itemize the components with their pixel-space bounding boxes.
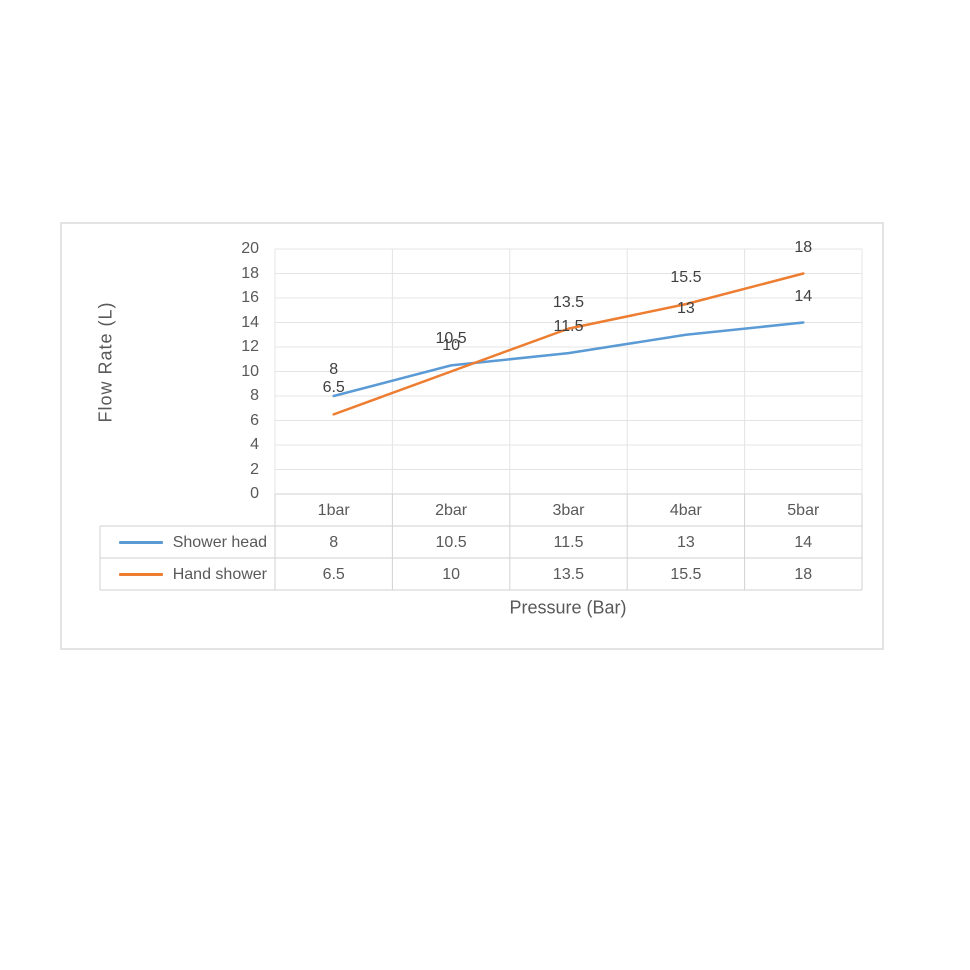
table-value-cell: 10.5 (435, 534, 467, 551)
table-value-cell: 10 (442, 566, 460, 583)
data-point-label: 15.5 (670, 269, 702, 287)
y-tick-label: 8 (250, 387, 259, 404)
chart-frame: Flow Rate (L) 0 2 4 6 8 10 12 14 16 18 20 1bar 2bar… (60, 222, 884, 650)
shower-head-line (332, 321, 805, 398)
data-point-label: 11.5 (553, 318, 584, 336)
data-point-label: 10 (442, 336, 460, 354)
x-category-label: 1bar (317, 502, 350, 519)
y-tick-label: 10 (241, 362, 259, 380)
data-point-label: 8 (329, 361, 339, 378)
y-tick-label: 12 (241, 338, 259, 355)
y-tick-label: 2 (250, 460, 259, 478)
y-tick-label: 4 (250, 436, 259, 453)
plot-area (99, 248, 863, 591)
x-category-label: 2bar (435, 502, 468, 519)
table-value-cell: 6.5 (322, 566, 345, 583)
table-value-cell: 8 (329, 534, 339, 551)
table-value-cell: 11.5 (553, 534, 584, 551)
y-tick-label: 6 (250, 411, 259, 429)
y-tick-label: 20 (241, 240, 259, 257)
table-value-cell: 13 (676, 534, 695, 551)
x-category-label: 3bar (552, 502, 585, 519)
table-value-cell: 18 (794, 566, 813, 583)
table-value-cell: 15.5 (670, 566, 702, 583)
data-point-label: 18 (794, 238, 813, 256)
data-point-label: 6.5 (322, 379, 345, 397)
x-category-label: 4bar (669, 502, 702, 519)
y-tick-label: 16 (241, 289, 259, 306)
legend-key-icon (118, 573, 163, 576)
legend-series-name: Shower head (172, 533, 267, 551)
hand-shower-line (332, 272, 805, 416)
y-tick-label: 0 (250, 485, 259, 502)
legend-key-icon (118, 541, 163, 544)
data-point-label: 10.5 (435, 330, 467, 348)
y-axis-title: Flow Rate (L) (95, 301, 116, 423)
y-tick-label: 18 (241, 264, 259, 282)
legend-item-shower-head: Shower head (100, 527, 275, 558)
table-value-cell: 13.5 (552, 566, 585, 583)
data-point-label: 14 (794, 287, 813, 305)
data-point-label: 13.5 (552, 293, 585, 311)
table-value-cell: 14 (794, 534, 813, 551)
legend-series-name: Hand shower (172, 565, 267, 583)
x-axis-title: Pressure (Bar) (509, 597, 627, 618)
data-point-label: 13 (676, 299, 695, 317)
legend-item-hand-shower: Hand shower (100, 559, 275, 590)
x-category-label: 5bar (787, 502, 820, 519)
y-tick-label: 14 (241, 313, 259, 331)
